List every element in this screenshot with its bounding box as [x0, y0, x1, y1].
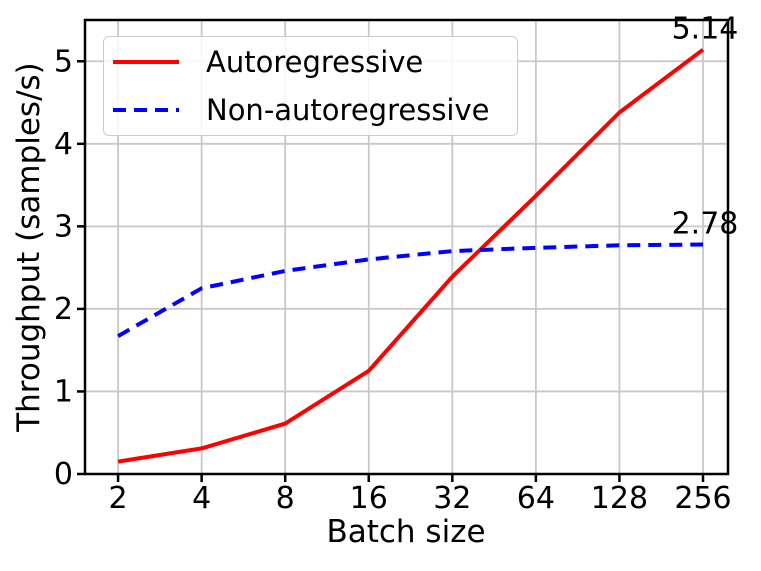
series-line-non-autoregressive [117, 242, 704, 338]
x-axis-title: Batch size [326, 514, 486, 550]
legend: Autoregressive Non-autoregressive [103, 36, 518, 136]
plot-border [83, 18, 730, 476]
autoregressive-endpoint-value: 5.14 [671, 11, 739, 47]
x-tick-label: 32 [433, 481, 471, 516]
y-tick-label: 5 [54, 44, 73, 79]
x-tick-label: 4 [192, 481, 211, 516]
x-tick-label: 128 [591, 481, 648, 516]
legend-label-non-autoregressive: Non-autoregressive [206, 92, 490, 127]
x-tick-label: 2 [109, 481, 128, 516]
non-autoregressive-line-swatch [113, 107, 179, 112]
y-axis-title: Throughput (samples/s) [11, 62, 47, 432]
y-tick-label: 2 [54, 292, 73, 327]
legend-item-autoregressive: Autoregressive [113, 40, 517, 84]
y-tick-label: 3 [54, 209, 73, 244]
autoregressive-line-swatch [113, 60, 179, 65]
non-autoregressive-endpoint-value: 2.78 [671, 206, 739, 242]
x-tick-label: 16 [350, 481, 388, 516]
y-tick-label: 1 [54, 374, 73, 409]
y-tick-label: 4 [54, 127, 73, 162]
x-tick-label: 64 [517, 481, 555, 516]
x-tick-label: 256 [674, 481, 731, 516]
series-line-autoregressive [117, 48, 705, 464]
legend-item-non-autoregressive: Non-autoregressive [113, 88, 517, 132]
x-tick-label: 8 [276, 481, 295, 516]
legend-label-autoregressive: Autoregressive [206, 45, 424, 80]
y-tick-label: 0 [54, 457, 73, 492]
